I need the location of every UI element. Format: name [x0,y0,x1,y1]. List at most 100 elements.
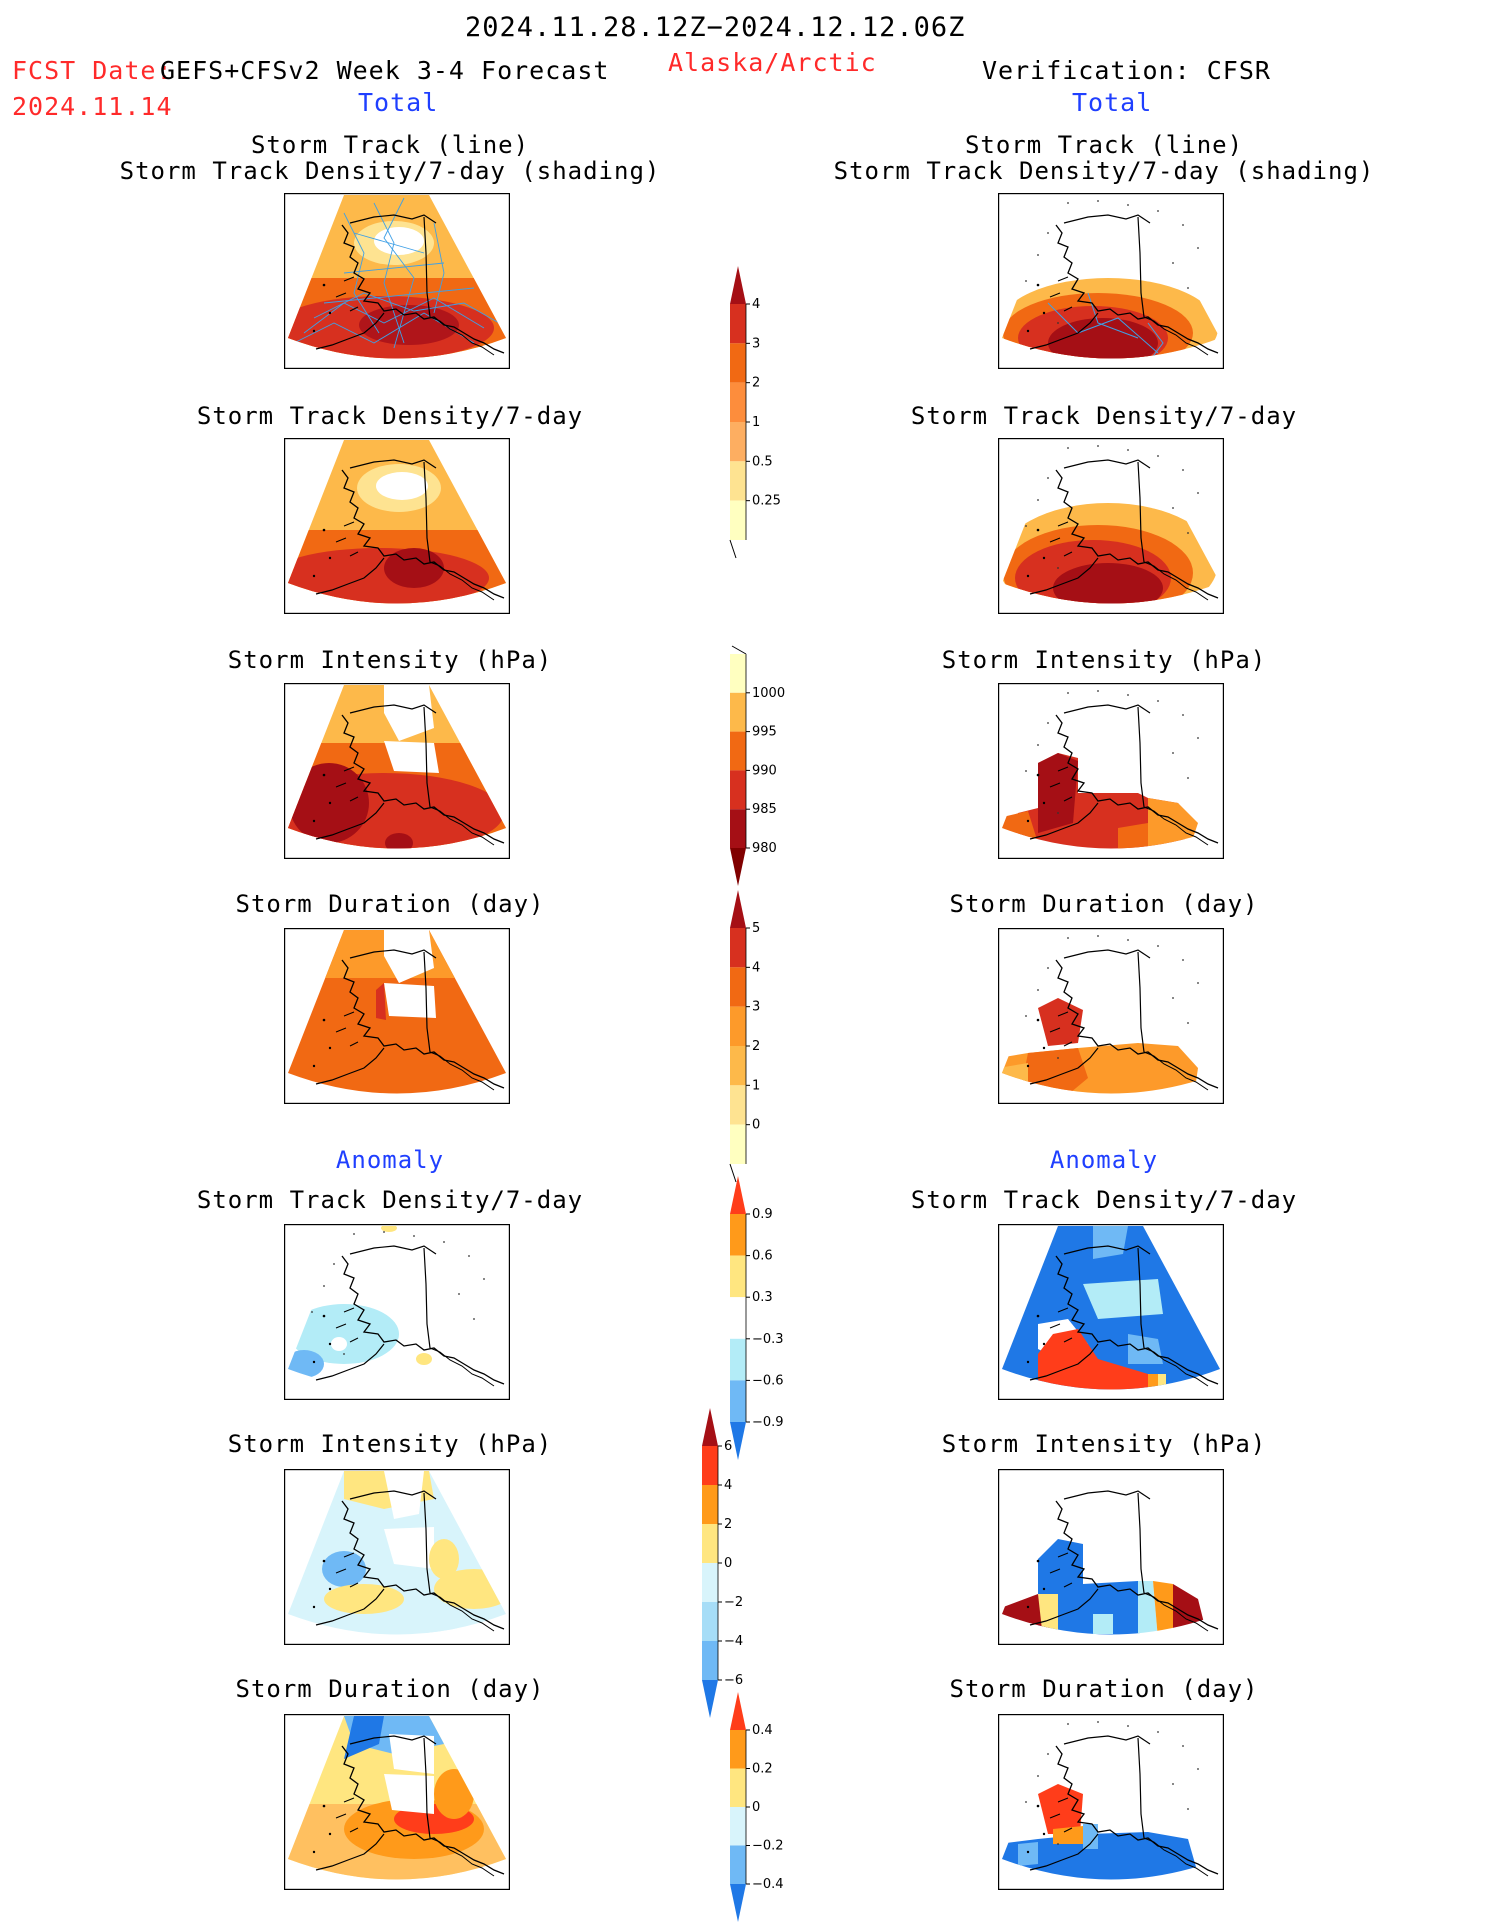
density-label: 3 [752,336,760,351]
duration-swatch [730,928,746,968]
forecast-anomaly-duration-map [284,1714,510,1890]
density-label: 2 [752,376,760,391]
anom_intensity-label: −2 [724,1595,743,1610]
fc-intensity-title: Storm Intensity (hPa) [227,646,553,674]
vf-track-title-2: Storm Track Density/7-day (shading) [833,157,1375,185]
intensity-top-tick [731,645,747,655]
anom_duration-swatch [730,1768,746,1807]
intensity-bottom-arrow [730,848,746,886]
duration-label: 4 [752,960,760,975]
anom_density-label: 0.9 [752,1207,773,1222]
anom_duration-label: 0.4 [752,1723,773,1738]
anomaly-duration-colorbar: 0.4 0.2 0 −0.2 −0.4 [730,1692,784,1922]
anom_density-label: 0.3 [752,1290,773,1305]
anom_duration-swatch [730,1845,746,1884]
anom_intensity-swatch [702,1485,718,1524]
anom_intensity-swatch [702,1641,718,1680]
fc-anom-density-title: Storm Track Density/7-day [196,1186,584,1214]
forecast-date: 2024.11.14 [12,92,173,121]
vf-anom-density-title: Storm Track Density/7-day [910,1186,1298,1214]
density-label: 1 [752,415,760,430]
intensity-label: 1000 [752,686,785,701]
forecast-anomaly-density-map [284,1224,510,1400]
duration-swatch [730,1124,746,1164]
anom_duration-swatch [730,1807,746,1846]
duration-label: 1 [752,1078,760,1093]
density-swatch [730,382,746,422]
anomaly-density-colorbar: 0.9 0.6 0.3 −0.3 −0.6 −0.9 [730,1176,784,1460]
anom_density-top-arrow [730,1176,746,1214]
duration-top-arrow [730,890,746,928]
duration-bottom-tick [729,1163,737,1183]
anom_duration-label: 0.2 [752,1762,773,1777]
duration-swatch [730,1046,746,1086]
density-swatch [730,304,746,344]
intensity-swatch [730,692,746,732]
verification-storm-track-map [998,193,1224,369]
anom_intensity-swatch [702,1602,718,1641]
right-column-subtitle: Total [1072,88,1153,117]
density-top-arrow [730,266,746,304]
anom_intensity-label: −4 [724,1634,743,1649]
forecast-storm-duration-map [284,928,510,1104]
intensity-swatch [730,731,746,771]
anom_intensity-label: 2 [724,1517,732,1532]
anom_intensity-label: −6 [724,1673,743,1688]
anom_density-label: 0.6 [752,1249,773,1264]
verification-anomaly-duration-map [998,1714,1224,1890]
fc-density-title: Storm Track Density/7-day [196,402,584,430]
verification-storm-intensity-map [998,683,1224,859]
verification-anomaly-density-map [998,1224,1224,1400]
density-label: 0.5 [752,454,773,469]
density-swatch [730,500,746,540]
anom_intensity-top-arrow [702,1408,718,1446]
duration-label: 5 [752,921,760,936]
density-label: 0.25 [752,494,781,509]
fc-track-title-1: Storm Track (line) [250,131,530,159]
intensity-swatch [730,809,746,848]
fcst-date-label: FCST Date: [12,56,173,85]
left-column-subtitle: Total [358,88,439,117]
forecast-anomaly-intensity-map [284,1469,510,1645]
anom_density-swatch [730,1380,746,1422]
anomaly-left-heading: Anomaly [335,1146,445,1174]
verification-label: Verification: CFSR [982,56,1271,85]
intensity-swatch [730,770,746,810]
region-label: Alaska/Arctic [668,48,877,77]
verification-storm-density-map [998,438,1224,614]
anom_duration-label: 0 [752,1800,760,1815]
anom_duration-swatch [730,1730,746,1769]
forecast-storm-intensity-map [284,683,510,859]
anom_duration-label: −0.2 [752,1839,784,1854]
intensity-colorbar: 1000 995 990 985 980 [730,645,785,886]
anom_intensity-bottom-arrow [702,1680,718,1718]
verification-anomaly-intensity-map [998,1469,1224,1645]
anom_duration-bottom-arrow [730,1884,746,1922]
forecast-storm-track-map [284,193,510,369]
duration-label: 3 [752,1000,760,1015]
vf-anom-duration-title: Storm Duration (day) [949,1675,1259,1703]
anom_density-label: −0.6 [752,1373,784,1388]
date-range: 2024.11.28.12Z−2024.12.12.06Z [465,12,966,43]
duration-colorbar: 5 4 3 2 1 0 [729,890,760,1183]
density-swatch [730,422,746,462]
anom_intensity-swatch [702,1563,718,1602]
anom_intensity-label: 4 [724,1478,732,1493]
anomaly-intensity-colorbar: 6 4 2 0 −2 −4 −6 [702,1408,743,1718]
intensity-swatch [730,654,746,693]
duration-swatch [730,967,746,1007]
anom_density-label: −0.9 [752,1415,784,1430]
density-swatch [730,343,746,383]
duration-swatch [730,1006,746,1046]
verification-storm-duration-map [998,928,1224,1104]
intensity-label: 985 [752,802,777,817]
anom_duration-top-arrow [730,1692,746,1730]
duration-swatch [730,1085,746,1125]
vf-track-title-1: Storm Track (line) [964,131,1244,159]
density-swatch [730,461,746,501]
anom_density-bottom-arrow [730,1422,746,1460]
anom_density-swatch [730,1297,746,1339]
density-label: 4 [752,297,760,312]
anom_density-swatch [730,1338,746,1381]
anom_intensity-label: 0 [724,1556,732,1571]
